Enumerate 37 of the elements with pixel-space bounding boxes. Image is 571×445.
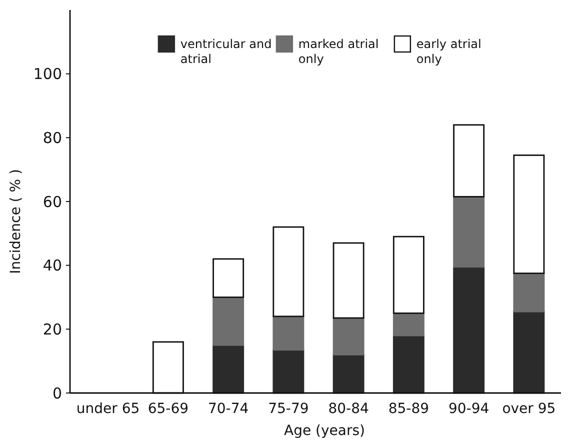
bar xyxy=(212,258,244,298)
bar xyxy=(272,316,304,351)
y-tick-label: 20 xyxy=(42,320,62,338)
y-tick-label: 40 xyxy=(42,256,62,275)
bar xyxy=(392,334,424,394)
bar xyxy=(392,236,424,314)
bar xyxy=(332,317,364,356)
y-tick-label: 0 xyxy=(52,384,62,402)
legend-label: ventricular and atrial xyxy=(180,37,272,66)
x-tick-label: 85-89 xyxy=(388,401,430,417)
x-tick-label: 75-79 xyxy=(268,401,309,417)
y-axis-title: Incidence ( % ) xyxy=(8,169,24,274)
y-tick-label: 100 xyxy=(33,65,62,84)
bar xyxy=(453,124,485,198)
x-tick-label: under 65 xyxy=(76,401,140,417)
bar xyxy=(272,349,304,394)
bar xyxy=(513,310,545,394)
bar xyxy=(332,242,364,319)
bar xyxy=(272,226,304,318)
x-axis-title: Age (years) xyxy=(284,423,365,439)
y-tick-label: 80 xyxy=(42,128,62,147)
x-tick-label: over 95 xyxy=(502,401,556,417)
bar xyxy=(513,154,545,274)
y-tick-label: 60 xyxy=(42,192,62,211)
x-tick-label: 90-94 xyxy=(448,401,490,417)
x-tick-label: 70-74 xyxy=(208,401,249,417)
bar xyxy=(212,296,244,346)
legend-label: early atrial only xyxy=(416,37,482,66)
x-tick-label: 65-69 xyxy=(148,401,189,417)
bar xyxy=(453,196,485,268)
x-tick-label: 80-84 xyxy=(328,401,369,417)
bar xyxy=(212,344,244,394)
bar xyxy=(392,312,424,336)
legend-label: marked atrial only xyxy=(298,37,379,66)
bar xyxy=(332,354,364,394)
bar xyxy=(453,266,485,394)
bar xyxy=(513,272,545,312)
